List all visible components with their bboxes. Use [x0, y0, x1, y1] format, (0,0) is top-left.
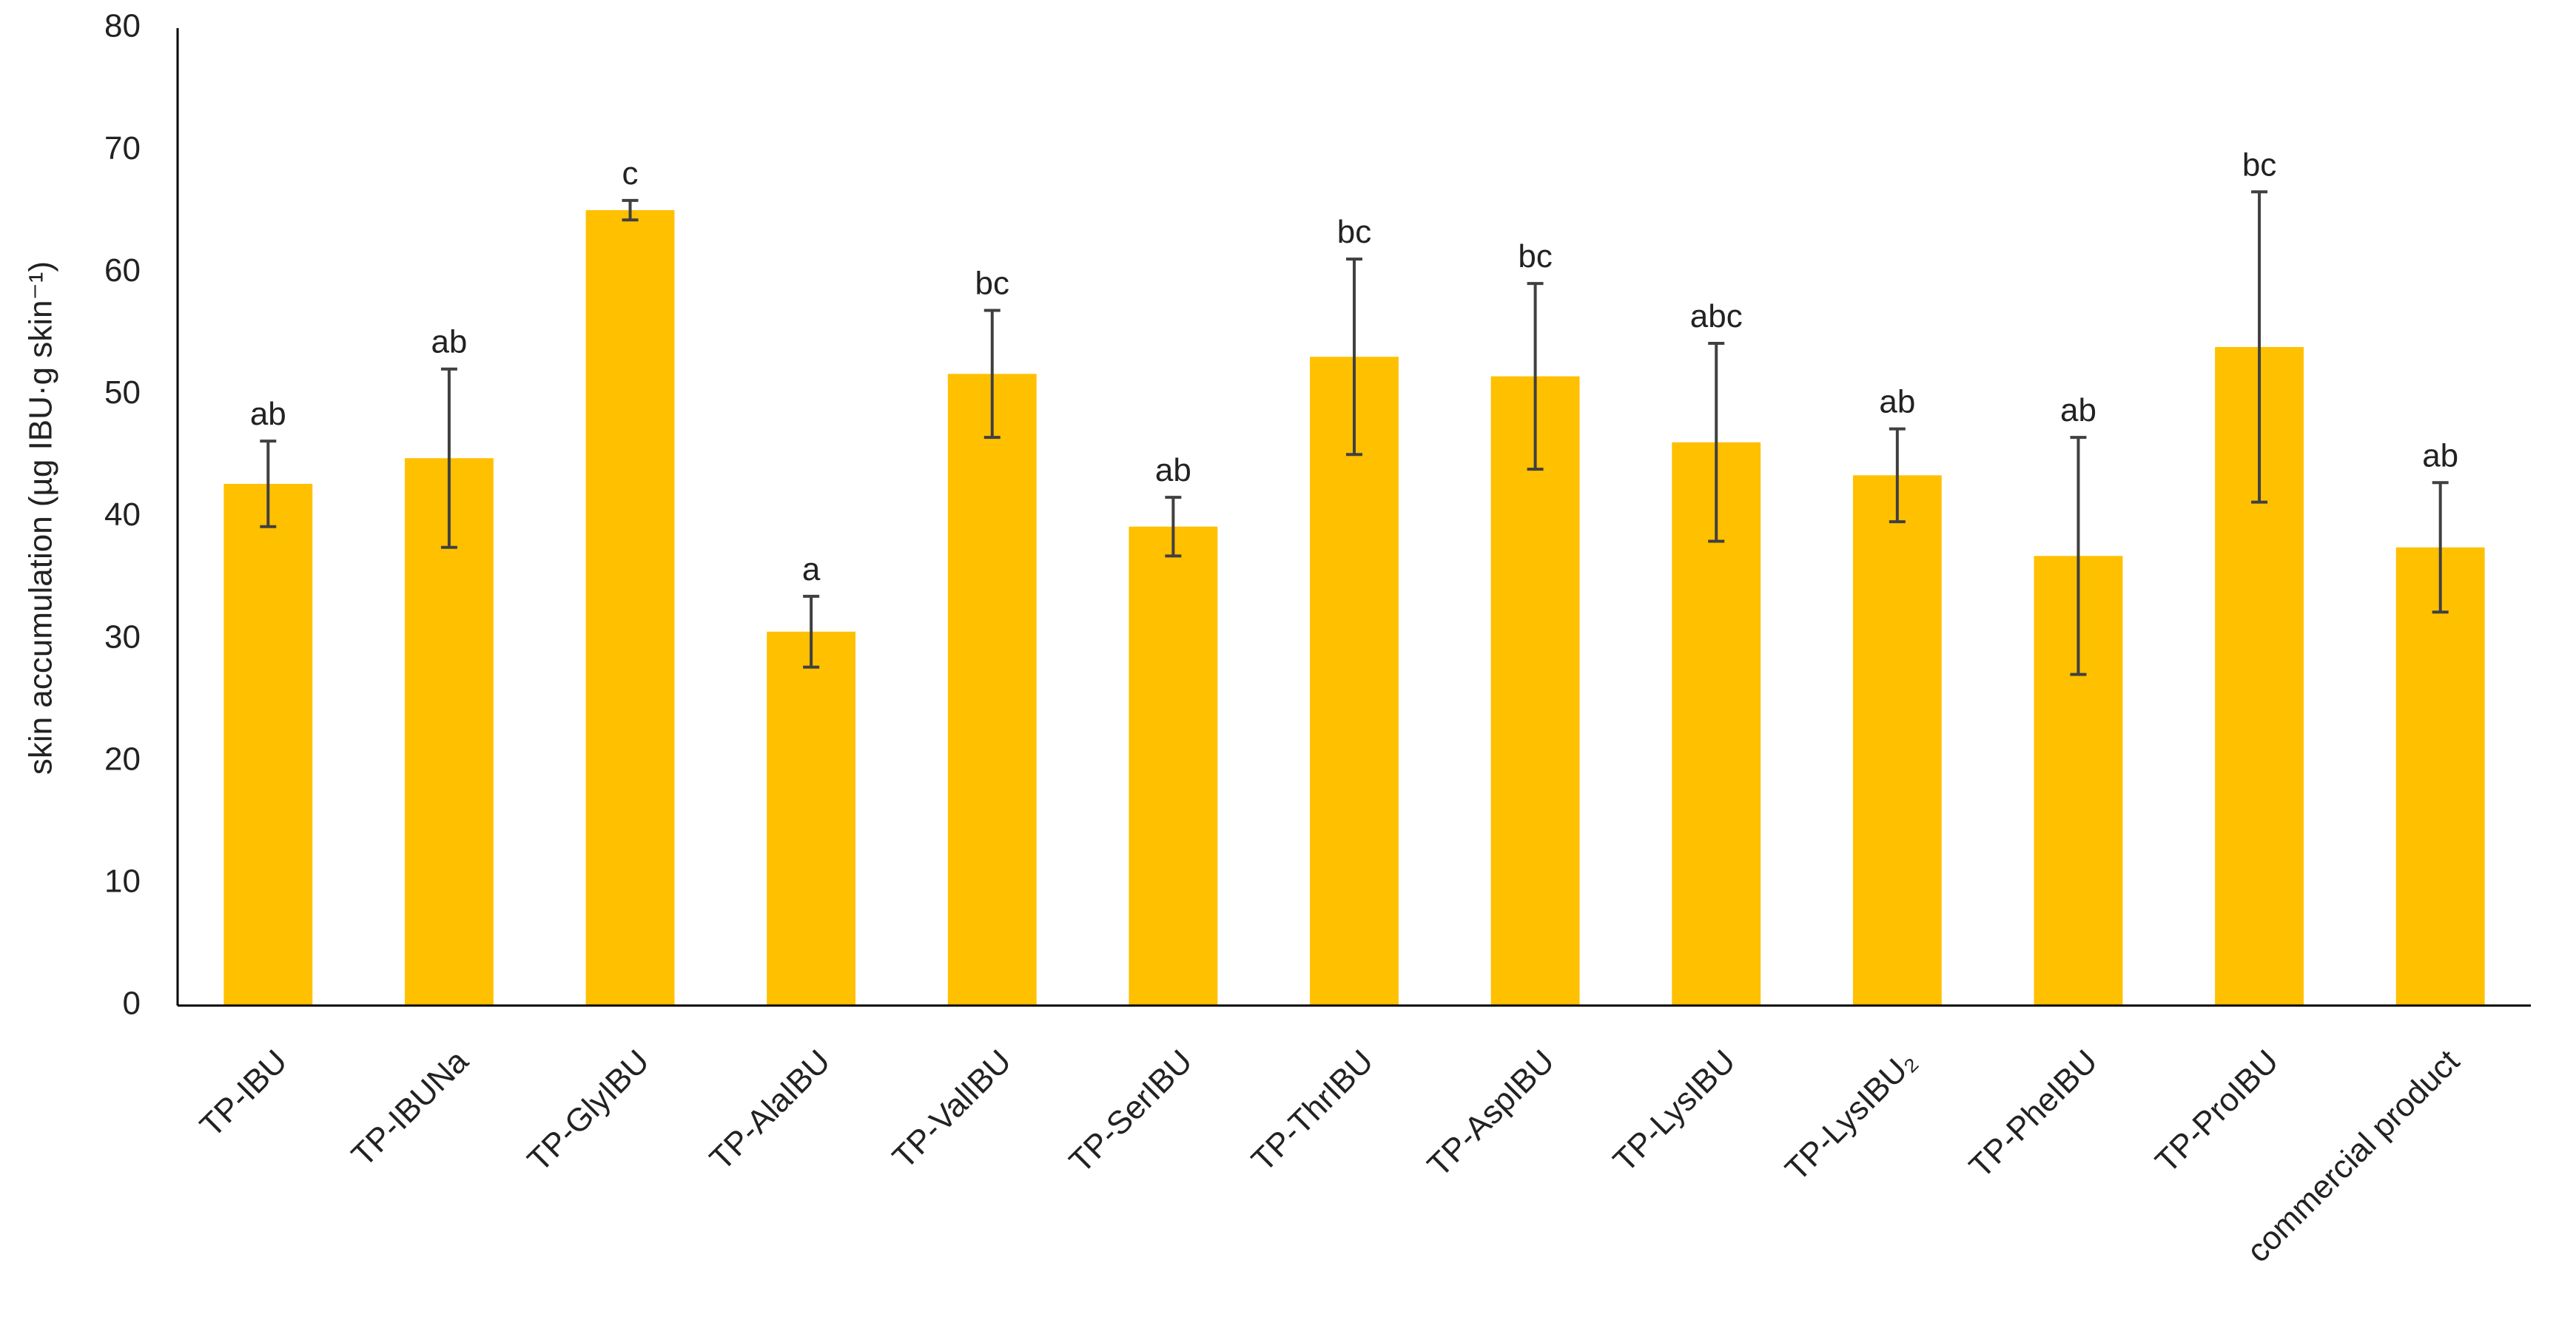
- bar: [223, 483, 313, 1006]
- x-tick-label: TP-LysIBU: [1607, 1043, 1743, 1179]
- error-bar: [2070, 436, 2087, 676]
- bar: [585, 210, 675, 1006]
- y-tick-label: 80: [104, 8, 141, 44]
- bar: [2395, 547, 2485, 1006]
- y-tick-label: 50: [104, 374, 141, 411]
- error-bar: [1527, 282, 1544, 471]
- x-tick-label: TP-LysIBU₂: [1778, 1043, 1923, 1188]
- x-tick-label: TP-AspIBU: [1421, 1043, 1561, 1184]
- significance-label: ab: [1155, 452, 1191, 488]
- error-bar: [622, 198, 639, 222]
- bar: [947, 374, 1037, 1006]
- error-bar: [2432, 481, 2449, 614]
- error-bar: [983, 309, 1001, 440]
- y-axis-label: skin accumulation (µg IBU·g skin⁻¹): [23, 261, 59, 775]
- x-tick-label: TP-IBUNa: [345, 1043, 476, 1174]
- y-tick-label: 60: [104, 252, 141, 289]
- y-tick-label: 30: [104, 619, 141, 655]
- significance-label: bc: [1337, 214, 1371, 250]
- y-tick-label: 10: [104, 863, 141, 900]
- error-bar: [1708, 342, 1725, 543]
- significance-label: ab: [431, 324, 467, 360]
- error-bar: [260, 440, 277, 528]
- y-tick-label: 40: [104, 496, 141, 533]
- significance-label: bc: [2242, 147, 2276, 183]
- significance-label: c: [622, 155, 639, 192]
- bar: [1490, 376, 1580, 1006]
- x-tick-label: TP-ThrIBU: [1245, 1043, 1380, 1179]
- significance-label: ab: [2422, 437, 2458, 474]
- x-tick-label: TP-IBU: [193, 1043, 295, 1145]
- x-tick-label: TP-ValIBU: [886, 1043, 1018, 1176]
- x-tick-label: TP-PheIBU: [1963, 1043, 2105, 1185]
- significance-label: abc: [1690, 298, 1743, 334]
- y-tick-label: 70: [104, 130, 141, 166]
- bar: [1129, 526, 1218, 1006]
- significance-label: ab: [250, 396, 286, 432]
- significance-label: bc: [975, 265, 1009, 301]
- y-tick-label: 0: [123, 986, 141, 1022]
- error-bar: [803, 594, 820, 669]
- significance-label: bc: [1518, 238, 1552, 275]
- x-tick-label: TP-GlyIBU: [521, 1043, 656, 1179]
- error-bar: [2251, 190, 2268, 504]
- error-bar: [1889, 427, 1906, 524]
- significance-label: ab: [2060, 392, 2096, 428]
- bar: [767, 631, 856, 1006]
- bar: [1852, 475, 1942, 1006]
- significance-label: a: [802, 551, 821, 587]
- bar: [1310, 357, 1399, 1006]
- significance-label: ab: [1879, 384, 1915, 420]
- bar: [404, 458, 494, 1006]
- x-tick-label: TP-SerIBU: [1063, 1043, 1200, 1180]
- y-tick-label: 20: [104, 741, 141, 777]
- error-bar: [1165, 496, 1182, 558]
- error-bar: [1346, 257, 1362, 457]
- x-tick-label: TP-ProIBU: [2148, 1043, 2285, 1180]
- x-tick-label: TP-AlaIBU: [703, 1043, 838, 1178]
- error-bar: [440, 367, 457, 549]
